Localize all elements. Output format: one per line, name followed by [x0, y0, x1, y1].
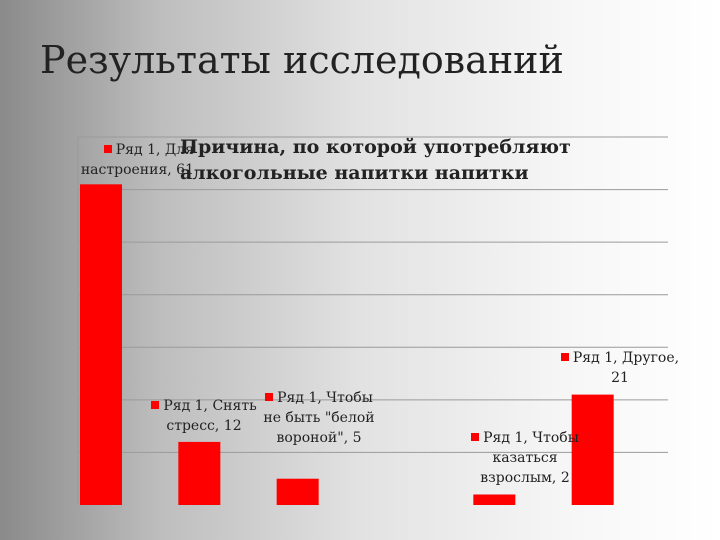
bar-5	[473, 494, 516, 505]
bar-2	[178, 441, 221, 505]
bar-1	[80, 184, 122, 506]
series-marker	[265, 393, 274, 401]
series-marker	[471, 433, 480, 441]
series-marker	[560, 353, 569, 361]
data-label-1: Ряд 1, Для настроения, 61	[80, 142, 194, 178]
data-label-5: Ряд 1, Чтобы казаться взрослым, 2	[460, 428, 590, 488]
bar-6	[571, 394, 614, 505]
data-label-3: Ряд 1, Чтобы не быть "белой вороной", 5	[263, 390, 375, 446]
chart-title: Причина, по которой употребляют алкоголь…	[180, 136, 571, 184]
data-label-2: Ряд 1, Снять стресс, 12	[148, 396, 260, 436]
data-label-6: Ряд 1, Другое, 21	[550, 348, 690, 388]
bars	[80, 184, 614, 506]
series-marker	[103, 145, 112, 153]
series-marker	[151, 401, 160, 409]
bar-3	[276, 478, 319, 505]
gridlines	[77, 136, 668, 505]
slide-title: Результаты исследований	[40, 38, 564, 82]
